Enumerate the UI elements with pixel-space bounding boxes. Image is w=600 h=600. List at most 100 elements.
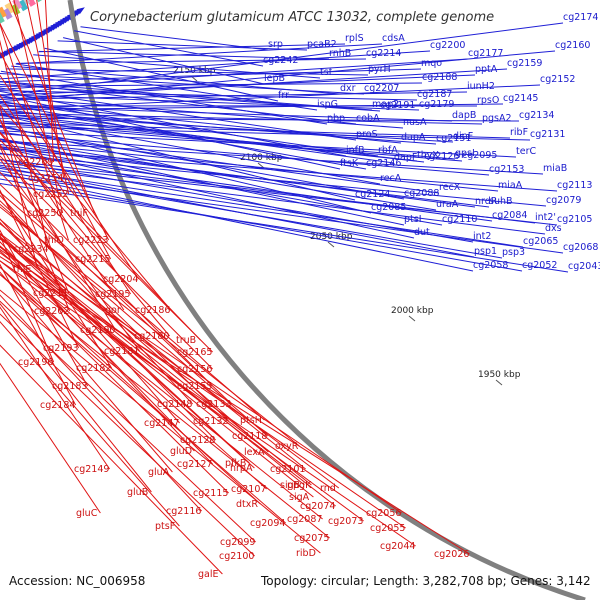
minus-gene-label: galE [198, 569, 219, 580]
plus-callout-line [44, 47, 279, 102]
plus-gene-label: ftsK [340, 158, 359, 169]
plus-callout-line [0, 132, 490, 176]
plus-gene-label: ribF [510, 127, 528, 138]
minus-gene-label: sigB [280, 480, 300, 491]
accession-text: Accession: NC_006958 [9, 574, 145, 588]
plus-callout-line [0, 122, 511, 139]
plus-gene-label: cg2207 [364, 83, 399, 94]
minus-gene-label: cg2101 [270, 464, 305, 475]
plus-gene-label: srp [268, 39, 283, 50]
minus-gene-label: cg2087 [287, 514, 322, 525]
plus-callout-line [0, 162, 558, 226]
minus-callout-line [0, 320, 180, 527]
plus-callout-line [0, 178, 523, 272]
minus-callout-line [0, 238, 402, 514]
plus-gene-label: dapB [452, 110, 476, 121]
plus-gene-label: iunH2 [467, 81, 495, 92]
plus-gene-label: dxr [340, 83, 356, 94]
plus-gene-label: cg2126 [424, 151, 459, 162]
minus-callout-line [13, 0, 64, 214]
minus-callout-line [0, 260, 323, 520]
minus-callout-line [8, 0, 95, 214]
minus-gene-label: ptsF [155, 521, 175, 532]
feature-box [0, 6, 7, 19]
plus-callout-line [0, 72, 365, 95]
plus-gene-label: cg2052 [522, 260, 557, 271]
minus-callout-line [0, 252, 364, 522]
plus-callout-line [0, 138, 405, 226]
minus-gene-label: cg2118 [232, 431, 267, 442]
minus-gene-label: cg2211 [33, 288, 68, 299]
minus-callout-line [0, 260, 416, 547]
minus-callout-line [0, 263, 77, 406]
feature-ring [0, 0, 85, 62]
minus-callout-line [0, 241, 195, 452]
plus-gene-label: rnhB [329, 48, 351, 59]
plus-gene-label: uraA [436, 199, 459, 210]
minus-gene-label: thiE [13, 264, 31, 275]
plus-gene-label: nrdR [475, 196, 498, 207]
plus-gene-label: terC [516, 146, 536, 157]
minus-gene-label: gor [105, 305, 121, 316]
minus-gene-label: gluD [170, 446, 192, 457]
minus-gene-label: cg2223 [73, 235, 108, 246]
plus-gene-label: ptsI [404, 214, 422, 225]
minus-gene-label: cg2155 [177, 381, 212, 392]
minus-gene-label: oxyR [275, 441, 299, 452]
scale-tick-mark [495, 379, 503, 386]
minus-callout-line [0, 233, 250, 464]
plus-gene-label: cg2242 [263, 55, 298, 66]
minus-callout-line [0, 132, 170, 337]
plus-callout-line [0, 117, 520, 122]
plus-gene-label: cg2068 [563, 242, 598, 253]
minus-gene-label: cg2116 [166, 506, 201, 517]
minus-callout-line [0, 271, 173, 473]
minus-gene-label: cg2234 [13, 244, 48, 255]
plus-callout-line [0, 146, 490, 208]
plus-gene-label: dapF [394, 152, 417, 163]
minus-callout-line [0, 273, 330, 539]
plus-gene-label: rplS [345, 33, 364, 44]
plus-strand-callouts [0, 22, 569, 273]
minus-callout-line [0, 119, 125, 311]
minus-gene-label: gluA [148, 467, 170, 478]
feature-box [4, 2, 15, 15]
plus-callout-line [0, 114, 356, 201]
minus-callout-line [0, 51, 112, 260]
plus-callout-line [0, 108, 395, 164]
plus-gene-label: cg2200 [430, 40, 465, 51]
minus-gene-label: cg2074 [300, 501, 335, 512]
minus-strand-labels: cg2269 cg2254 cg2252 cg2250 thiF thiO cg2223 cg… [13, 157, 469, 580]
minus-callout-line [0, 266, 229, 494]
minus-gene-label: ppgK [287, 480, 312, 491]
plus-callout-line [0, 22, 564, 97]
minus-gene-label: sigA [289, 492, 310, 503]
minus-gene-label: cg2055 [370, 523, 405, 534]
plus-callout-line [0, 90, 418, 101]
feature-box [10, 3, 21, 16]
plus-gene-label: frr [278, 90, 289, 101]
plus-callout-line [0, 50, 556, 103]
plus-callout-line [0, 140, 499, 192]
plus-callout-line [0, 130, 517, 158]
plus-gene-label: nusA [403, 117, 427, 128]
minus-callout-line [0, 256, 470, 555]
plus-gene-label: cg2065 [523, 236, 558, 247]
plus-callout-line [0, 153, 547, 207]
minus-callout-line [0, 248, 406, 529]
plus-gene-label: cg2153 [489, 164, 524, 175]
minus-gene-label: cg2252 [33, 189, 68, 200]
plus-gene-label: cg2214 [366, 48, 401, 59]
plus-gene-label: cg2177 [468, 48, 503, 59]
plus-gene-label: miaB [543, 163, 567, 174]
minus-gene-label: cg2075 [294, 533, 329, 544]
minus-callout-line [0, 229, 89, 387]
minus-callout-line [0, 273, 286, 524]
minus-gene-label: cg2056 [366, 508, 401, 519]
plus-callout-line [57, 40, 308, 51]
minus-gene-label: cg2186 [135, 305, 170, 316]
plus-gene-label: dut [414, 227, 430, 238]
minus-callout-line [0, 344, 223, 575]
minus-callout-line [0, 289, 321, 554]
minus-callout-line [0, 300, 256, 543]
